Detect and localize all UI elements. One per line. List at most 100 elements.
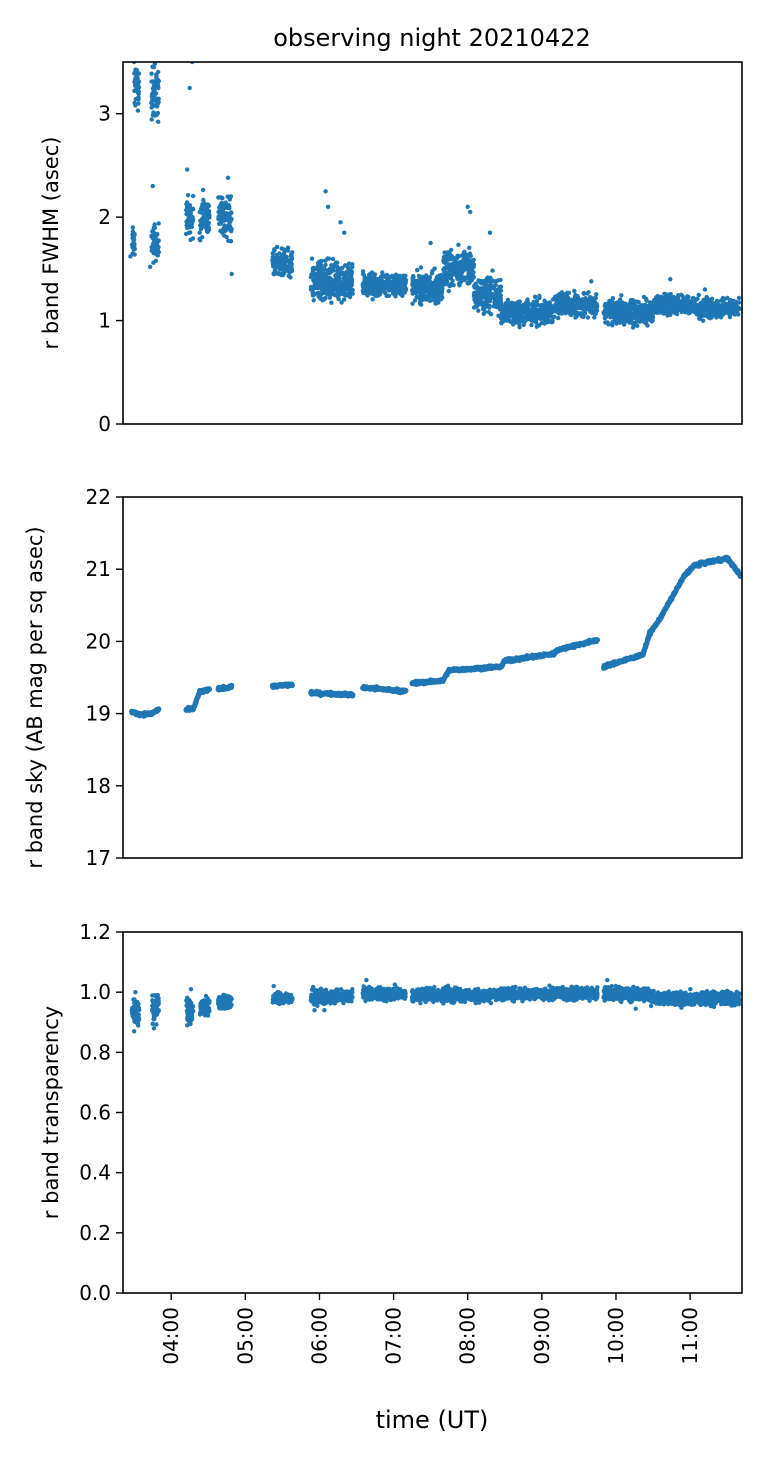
data-point	[651, 310, 656, 316]
data-point	[185, 193, 191, 198]
data-point	[149, 117, 154, 122]
data-point	[327, 271, 332, 276]
data-point	[653, 299, 658, 304]
data-point	[225, 194, 230, 199]
data-point	[723, 309, 728, 315]
data-point	[508, 319, 514, 324]
data-point	[375, 276, 380, 282]
data-point	[490, 278, 495, 283]
data-point	[446, 288, 451, 294]
data-point	[149, 105, 154, 110]
data-point	[370, 297, 375, 302]
data-point	[403, 282, 408, 287]
data-point	[465, 204, 470, 209]
data-point	[708, 301, 713, 306]
data-point	[680, 294, 685, 299]
data-point	[554, 306, 559, 311]
data-point	[362, 273, 367, 278]
data-point	[197, 236, 202, 242]
data-point	[631, 311, 637, 317]
data-point	[594, 637, 601, 643]
data-point	[227, 221, 232, 226]
data-point	[131, 247, 136, 252]
data-point	[316, 282, 321, 288]
data-point	[133, 103, 138, 108]
data-point	[660, 306, 665, 311]
data-point	[363, 285, 368, 291]
data-point	[487, 305, 492, 310]
data-point	[509, 309, 515, 314]
data-point	[517, 322, 522, 327]
data-point	[454, 255, 460, 260]
data-point	[727, 306, 733, 312]
data-point	[556, 315, 561, 321]
data-point	[486, 309, 491, 315]
data-point	[682, 306, 687, 311]
data-point	[419, 290, 424, 296]
data-point	[390, 291, 396, 296]
data-point	[552, 296, 557, 301]
data-point	[433, 301, 438, 306]
data-point	[217, 205, 222, 210]
data-point	[705, 313, 710, 319]
data-point	[410, 278, 415, 283]
data-point	[532, 294, 538, 299]
data-point	[418, 284, 423, 289]
data-point	[271, 271, 276, 276]
data-point	[311, 271, 316, 276]
data-point	[190, 207, 196, 212]
data-point	[228, 210, 234, 216]
data-point	[318, 296, 324, 301]
data-point	[130, 229, 136, 234]
data-point	[341, 297, 347, 302]
data-point	[644, 298, 649, 303]
data-point	[467, 251, 473, 256]
data-point	[552, 314, 557, 319]
data-point	[569, 310, 574, 316]
data-point	[615, 309, 620, 314]
data-points	[128, 62, 742, 330]
data-point	[445, 271, 450, 276]
data-point	[668, 311, 673, 316]
data-point	[221, 204, 226, 209]
data-point	[334, 282, 340, 288]
data-point	[588, 295, 593, 300]
data-point	[281, 247, 287, 252]
data-point	[711, 301, 717, 306]
data-point	[630, 325, 636, 330]
data-point	[593, 303, 598, 308]
data-point	[476, 288, 481, 293]
data-point	[283, 256, 288, 261]
data-point	[650, 318, 655, 323]
data-point	[148, 264, 153, 269]
data-point	[288, 263, 293, 268]
data-point	[346, 292, 351, 297]
data-point	[594, 292, 599, 297]
data-point	[705, 304, 711, 309]
data-point	[480, 289, 485, 295]
data-point	[388, 287, 393, 293]
data-point	[322, 266, 327, 271]
data-point	[497, 284, 502, 289]
data-point	[736, 295, 742, 301]
data-point	[318, 263, 324, 268]
data-point	[436, 288, 441, 294]
data-point	[719, 298, 724, 303]
data-point	[661, 297, 666, 302]
data-point	[691, 301, 697, 306]
data-point	[566, 305, 571, 310]
data-point	[481, 300, 486, 305]
data-point	[325, 204, 331, 209]
data-point	[395, 276, 400, 281]
data-point	[542, 298, 547, 303]
data-point	[496, 296, 501, 301]
data-point	[455, 272, 460, 277]
data-point	[664, 292, 670, 297]
data-point	[546, 300, 551, 306]
data-point	[322, 281, 327, 286]
data-point	[582, 299, 587, 304]
data-point	[617, 297, 623, 302]
data-point	[568, 297, 574, 303]
data-point	[520, 316, 525, 322]
